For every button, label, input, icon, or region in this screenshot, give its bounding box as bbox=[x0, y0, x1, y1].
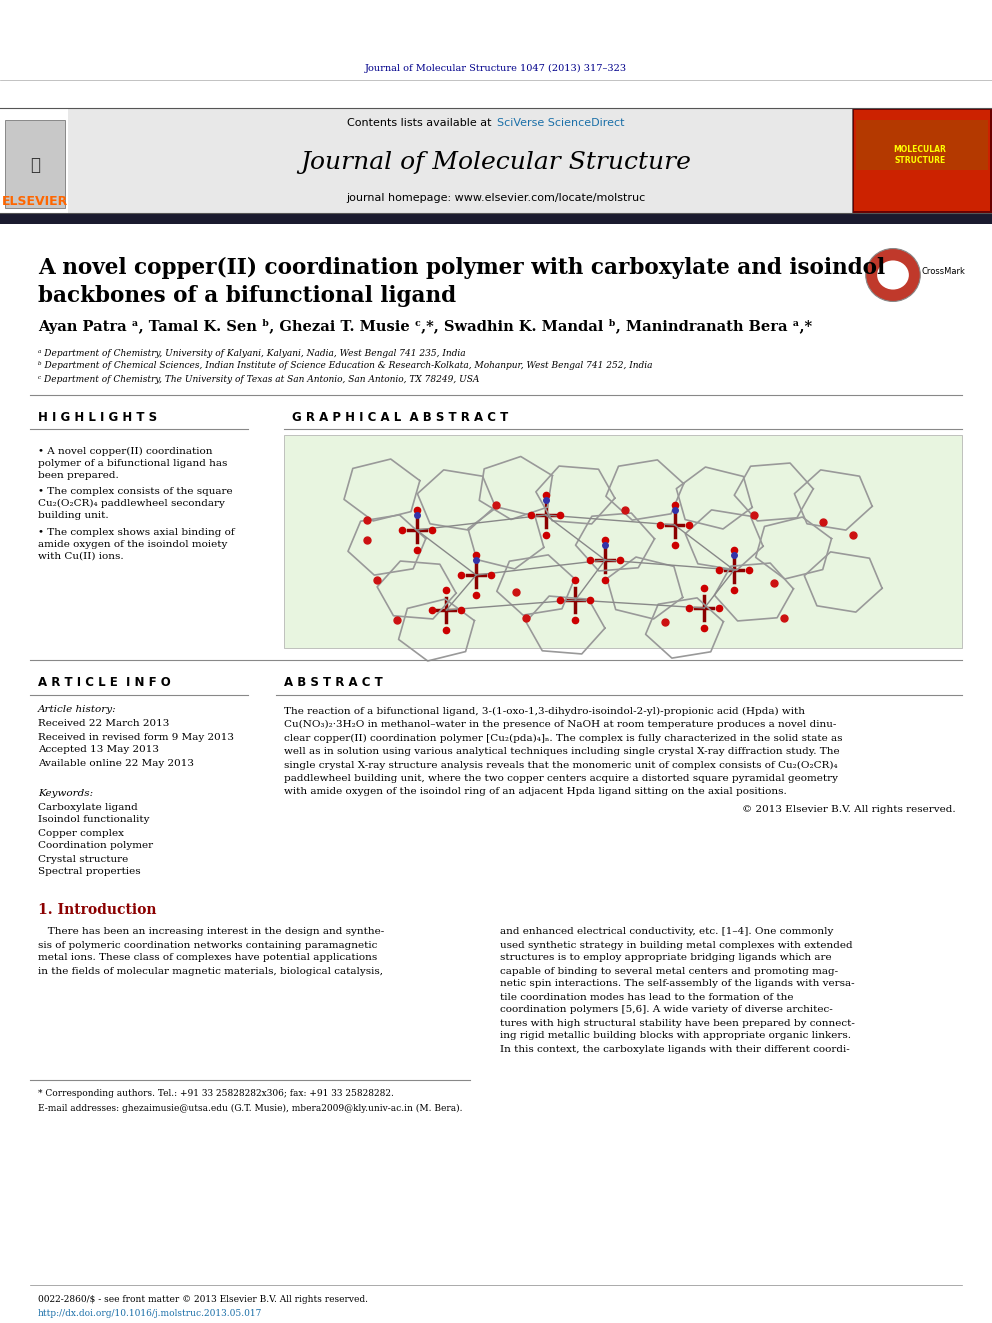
Text: and enhanced electrical conductivity, etc. [1–4]. One commonly: and enhanced electrical conductivity, et… bbox=[500, 927, 833, 937]
Text: MOLECULAR
STRUCTURE: MOLECULAR STRUCTURE bbox=[894, 146, 946, 164]
Text: CrossMark: CrossMark bbox=[921, 266, 965, 275]
Text: coordination polymers [5,6]. A wide variety of diverse architec-: coordination polymers [5,6]. A wide vari… bbox=[500, 1005, 832, 1015]
Text: Keywords:: Keywords: bbox=[38, 789, 93, 798]
Text: Accepted 13 May 2013: Accepted 13 May 2013 bbox=[38, 745, 159, 754]
Text: Cu(NO₃)₂·3H₂O in methanol–water in the presence of NaOH at room temperature prod: Cu(NO₃)₂·3H₂O in methanol–water in the p… bbox=[284, 720, 836, 729]
Text: structures is to employ appropriate bridging ligands which are: structures is to employ appropriate brid… bbox=[500, 954, 831, 963]
Text: 🌳: 🌳 bbox=[30, 156, 40, 175]
Text: Spectral properties: Spectral properties bbox=[38, 868, 141, 877]
Text: well as in solution using various analytical techniques including single crystal: well as in solution using various analyt… bbox=[284, 747, 839, 755]
Text: Carboxylate ligand: Carboxylate ligand bbox=[38, 803, 138, 811]
Ellipse shape bbox=[877, 261, 909, 290]
Bar bbox=[852, 108, 992, 213]
Bar bbox=[68, 108, 852, 213]
Bar bbox=[0, 213, 992, 224]
Text: • A novel copper(II) coordination
polymer of a bifunctional ligand has
been prep: • A novel copper(II) coordination polyme… bbox=[38, 447, 227, 480]
Text: tures with high structural stability have been prepared by connect-: tures with high structural stability hav… bbox=[500, 1019, 855, 1028]
Text: Article history:: Article history: bbox=[38, 705, 117, 714]
Bar bbox=[0, 108, 68, 213]
Text: Coordination polymer: Coordination polymer bbox=[38, 841, 153, 851]
Text: Available online 22 May 2013: Available online 22 May 2013 bbox=[38, 758, 194, 767]
Text: paddlewheel building unit, where the two copper centers acquire a distorted squa: paddlewheel building unit, where the two… bbox=[284, 774, 838, 783]
Text: http://dx.doi.org/10.1016/j.molstruc.2013.05.017: http://dx.doi.org/10.1016/j.molstruc.201… bbox=[38, 1308, 262, 1318]
Text: backbones of a bifunctional ligand: backbones of a bifunctional ligand bbox=[38, 284, 456, 307]
Text: capable of binding to several metal centers and promoting mag-: capable of binding to several metal cent… bbox=[500, 967, 838, 975]
Bar bbox=[5, 120, 65, 208]
Bar bbox=[854, 110, 990, 210]
Text: with amide oxygen of the isoindol ring of an adjacent Hpda ligand sitting on the: with amide oxygen of the isoindol ring o… bbox=[284, 787, 787, 796]
Text: tile coordination modes has lead to the formation of the: tile coordination modes has lead to the … bbox=[500, 992, 794, 1002]
Text: A B S T R A C T: A B S T R A C T bbox=[284, 676, 383, 689]
Text: G R A P H I C A L  A B S T R A C T: G R A P H I C A L A B S T R A C T bbox=[292, 410, 508, 423]
Text: There has been an increasing interest in the design and synthe-: There has been an increasing interest in… bbox=[38, 927, 384, 937]
Text: sis of polymeric coordination networks containing paramagnetic: sis of polymeric coordination networks c… bbox=[38, 941, 377, 950]
Text: netic spin interactions. The self-assembly of the ligands with versa-: netic spin interactions. The self-assemb… bbox=[500, 979, 855, 988]
Text: ELSEVIER: ELSEVIER bbox=[2, 194, 68, 208]
Text: H I G H L I G H T S: H I G H L I G H T S bbox=[38, 410, 157, 423]
Text: • The complex consists of the square
Cu₂(O₂CR)₄ paddlewheel secondary
building u: • The complex consists of the square Cu₂… bbox=[38, 487, 233, 520]
Text: The reaction of a bifunctional ligand, 3-(1-oxo-1,3-dihydro-isoindol-2-yl)-propi: The reaction of a bifunctional ligand, 3… bbox=[284, 706, 805, 716]
Text: clear copper(II) coordination polymer [Cu₂(pda)₄]ₙ. The complex is fully charact: clear copper(II) coordination polymer [C… bbox=[284, 733, 842, 742]
Text: • The complex shows axial binding of
amide oxygen of the isoindol moiety
with Cu: • The complex shows axial binding of ami… bbox=[38, 528, 235, 561]
Text: Journal of Molecular Structure: Journal of Molecular Structure bbox=[301, 152, 691, 175]
Text: in the fields of molecular magnetic materials, biological catalysis,: in the fields of molecular magnetic mate… bbox=[38, 967, 383, 975]
Text: * Corresponding authors. Tel.: +91 33 25828282x306; fax: +91 33 25828282.: * Corresponding authors. Tel.: +91 33 25… bbox=[38, 1090, 394, 1098]
Text: A R T I C L E  I N F O: A R T I C L E I N F O bbox=[38, 676, 171, 689]
Text: E-mail addresses: ghezaimusie@utsa.edu (G.T. Musie), mbera2009@kly.univ-ac.in (M: E-mail addresses: ghezaimusie@utsa.edu (… bbox=[38, 1103, 462, 1113]
Text: Contents lists available at: Contents lists available at bbox=[347, 118, 495, 128]
Ellipse shape bbox=[866, 249, 921, 302]
Text: ᵃ Department of Chemistry, University of Kalyani, Kalyani, Nadia, West Bengal 74: ᵃ Department of Chemistry, University of… bbox=[38, 348, 465, 357]
Text: metal ions. These class of complexes have potential applications: metal ions. These class of complexes hav… bbox=[38, 954, 377, 963]
Text: journal homepage: www.elsevier.com/locate/molstruc: journal homepage: www.elsevier.com/locat… bbox=[346, 193, 646, 202]
Text: © 2013 Elsevier B.V. All rights reserved.: © 2013 Elsevier B.V. All rights reserved… bbox=[742, 804, 956, 814]
Text: Received 22 March 2013: Received 22 March 2013 bbox=[38, 720, 170, 729]
Text: Ayan Patra ᵃ, Tamal K. Sen ᵇ, Ghezai T. Musie ᶜ,*, Swadhin K. Mandal ᵇ, Manindra: Ayan Patra ᵃ, Tamal K. Sen ᵇ, Ghezai T. … bbox=[38, 319, 812, 333]
Text: Received in revised form 9 May 2013: Received in revised form 9 May 2013 bbox=[38, 733, 234, 741]
Text: 1. Introduction: 1. Introduction bbox=[38, 904, 157, 917]
Text: used synthetic strategy in building metal complexes with extended: used synthetic strategy in building meta… bbox=[500, 941, 853, 950]
Text: ing rigid metallic building blocks with appropriate organic linkers.: ing rigid metallic building blocks with … bbox=[500, 1032, 851, 1040]
Text: ᵇ Department of Chemical Sciences, Indian Institute of Science Education & Resea: ᵇ Department of Chemical Sciences, India… bbox=[38, 361, 653, 370]
Text: ᶜ Department of Chemistry, The University of Texas at San Antonio, San Antonio, : ᶜ Department of Chemistry, The Universit… bbox=[38, 374, 479, 384]
Bar bbox=[284, 435, 962, 648]
Text: Journal of Molecular Structure 1047 (2013) 317–323: Journal of Molecular Structure 1047 (201… bbox=[365, 64, 627, 73]
Text: Copper complex: Copper complex bbox=[38, 828, 124, 837]
Text: Isoindol functionality: Isoindol functionality bbox=[38, 815, 150, 824]
Text: Crystal structure: Crystal structure bbox=[38, 855, 128, 864]
Text: SciVerse ScienceDirect: SciVerse ScienceDirect bbox=[497, 118, 625, 128]
Text: In this context, the carboxylate ligands with their different coordi-: In this context, the carboxylate ligands… bbox=[500, 1044, 850, 1053]
Text: 0022-2860/$ - see front matter © 2013 Elsevier B.V. All rights reserved.: 0022-2860/$ - see front matter © 2013 El… bbox=[38, 1294, 368, 1303]
Text: single crystal X-ray structure analysis reveals that the monomeric unit of compl: single crystal X-ray structure analysis … bbox=[284, 761, 837, 770]
Text: A novel copper(II) coordination polymer with carboxylate and isoindol: A novel copper(II) coordination polymer … bbox=[38, 257, 885, 279]
Bar bbox=[856, 120, 988, 169]
